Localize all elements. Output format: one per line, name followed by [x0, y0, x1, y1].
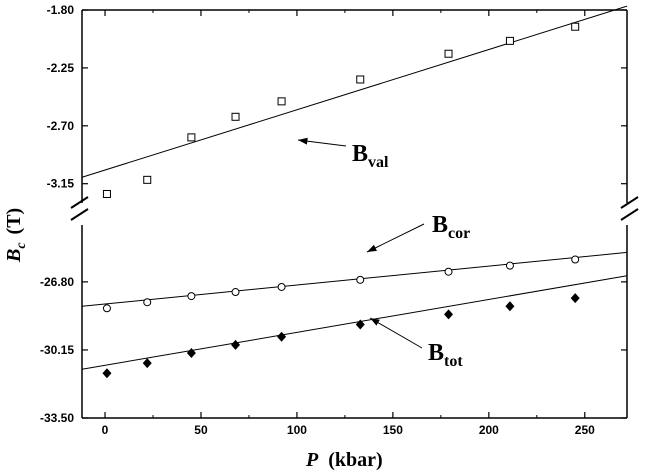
fit-line-b-tot: [81, 275, 628, 370]
x-tick-label: 100: [287, 423, 307, 437]
y-tick-label: -2.25: [47, 61, 75, 75]
x-tick-label: 150: [383, 423, 403, 437]
point-b-cor: [187, 292, 196, 301]
data-points: [102, 22, 580, 379]
fit-line-b-cor: [81, 251, 628, 307]
point-b-cor: [571, 255, 580, 264]
point-b-tot: [355, 319, 365, 330]
point-b-val: [102, 189, 111, 198]
y-axis-title: Bc(T): [3, 208, 29, 263]
point-b-tot: [142, 358, 152, 369]
point-b-tot: [102, 368, 112, 379]
y-tick-label: -1.80: [47, 3, 75, 17]
point-b-val: [277, 97, 286, 106]
point-b-cor: [143, 298, 152, 307]
y-tick-label: -3.15: [47, 177, 75, 191]
point-b-tot: [186, 347, 196, 358]
x-tick-label: 50: [194, 423, 208, 437]
axis-titles: P (kbar) Bc(T): [3, 208, 383, 471]
label-b-val: Bval: [352, 141, 389, 171]
arrow-b-cor-head: [367, 244, 377, 252]
y-tick-label: -33.50: [40, 411, 74, 425]
y-tick-label: -26.80: [40, 275, 74, 289]
arrow-b-tot: [369, 317, 423, 349]
point-b-val: [505, 36, 514, 45]
point-b-tot: [231, 339, 241, 350]
point-b-tot: [505, 301, 515, 312]
tick-labels: 0 50 100 150 200 250 -1.80 -2.25 -2.70 -3.15 -26.8…: [40, 3, 595, 437]
x-axis-title: P (kbar): [305, 449, 383, 471]
axis-break-mark-2: [620, 196, 639, 209]
point-b-val: [444, 49, 453, 58]
point-b-val: [143, 175, 152, 184]
point-b-val: [231, 112, 240, 121]
point-b-tot: [570, 293, 580, 304]
x-tick-label: 250: [575, 423, 595, 437]
annotations: Bval Bcor Btot: [297, 137, 470, 370]
point-b-cor: [505, 261, 514, 270]
plot-frame: [70, 9, 639, 419]
point-b-cor: [444, 267, 453, 276]
y-tick-label: -30.15: [40, 343, 74, 357]
axis-ticks: [82, 9, 627, 419]
point-b-cor: [102, 304, 111, 313]
arrow-b-cor: [366, 223, 425, 253]
point-b-val: [356, 75, 365, 84]
point-b-cor: [277, 282, 286, 291]
axis-break-mark-0: [70, 196, 89, 209]
y-tick-label: -2.70: [47, 119, 75, 133]
arrow-b-tot-head: [370, 318, 380, 326]
point-b-tot: [277, 331, 287, 342]
x-tick-label: 0: [102, 423, 109, 437]
point-b-val: [571, 22, 580, 31]
point-b-tot: [444, 309, 454, 320]
label-b-tot: Btot: [428, 340, 463, 370]
axis-break-mark-3: [620, 208, 639, 221]
fit-lines: [81, 5, 628, 370]
x-tick-label: 200: [479, 423, 499, 437]
point-b-cor: [231, 288, 240, 297]
point-b-cor: [356, 275, 365, 284]
arrow-b-val-head: [298, 137, 308, 145]
axis-break-mark-1: [70, 208, 89, 221]
label-b-cor: Bcor: [432, 212, 470, 242]
point-b-val: [187, 133, 196, 142]
fit-line-b-val: [81, 5, 628, 178]
